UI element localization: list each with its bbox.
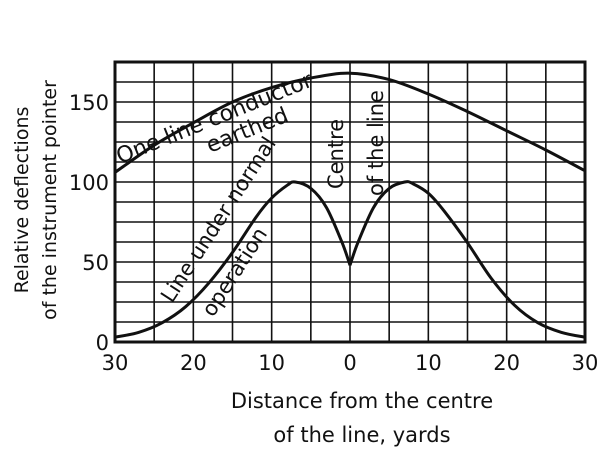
y-tick-label: 150 [69, 91, 109, 115]
y-axis-title-line1: Relative deflections [11, 107, 33, 294]
series-line-normal-operation [114, 180, 586, 339]
x-tick-label: 30 [572, 351, 599, 375]
series-line-one-conductor-earthed [114, 71, 586, 174]
x-tick-label: 20 [180, 351, 207, 375]
annotation-centre-line2: of the line [364, 90, 388, 196]
x-tick-label: 10 [415, 351, 442, 375]
x-tick-label: 0 [343, 351, 356, 375]
x-tick-label: 10 [258, 351, 285, 375]
y-tick-label: 0 [96, 331, 109, 355]
plot-border [113, 60, 587, 344]
y-tick-label: 50 [82, 251, 109, 275]
annotation-centre-line1: Centre [324, 119, 348, 189]
series-group [114, 71, 586, 339]
plot-frame [113, 60, 587, 344]
x-tick-label: 30 [102, 351, 129, 375]
y-axis-title-line2: of the instrument pointer [39, 80, 61, 320]
y-tick-label: 100 [69, 171, 109, 195]
x-tick-label: 20 [493, 351, 520, 375]
x-axis-title-line2: of the line, yards [273, 423, 450, 447]
x-axis-title-line1: Distance from the centre [231, 389, 493, 413]
